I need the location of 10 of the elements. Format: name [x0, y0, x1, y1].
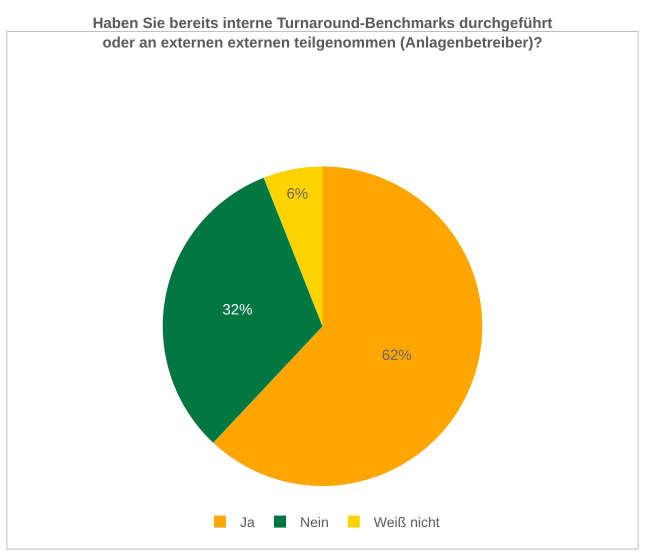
data-label: 62%: [382, 347, 412, 364]
legend-label: Nein: [300, 514, 329, 530]
pie-slice: [163, 178, 322, 443]
data-label: 32%: [222, 302, 252, 319]
chart-title: Haben Sie bereits interne Turnaround-Benchmarks durchgeführt oder an externen externen teilgenommen (Anlagenbetreiber)?: [92, 15, 552, 52]
pie-slice: [264, 166, 322, 326]
data-label: 6%: [286, 186, 308, 203]
legend-label: Weiß nicht: [374, 514, 440, 530]
pie-slice: [213, 166, 482, 486]
legend-label: Ja: [240, 514, 255, 530]
